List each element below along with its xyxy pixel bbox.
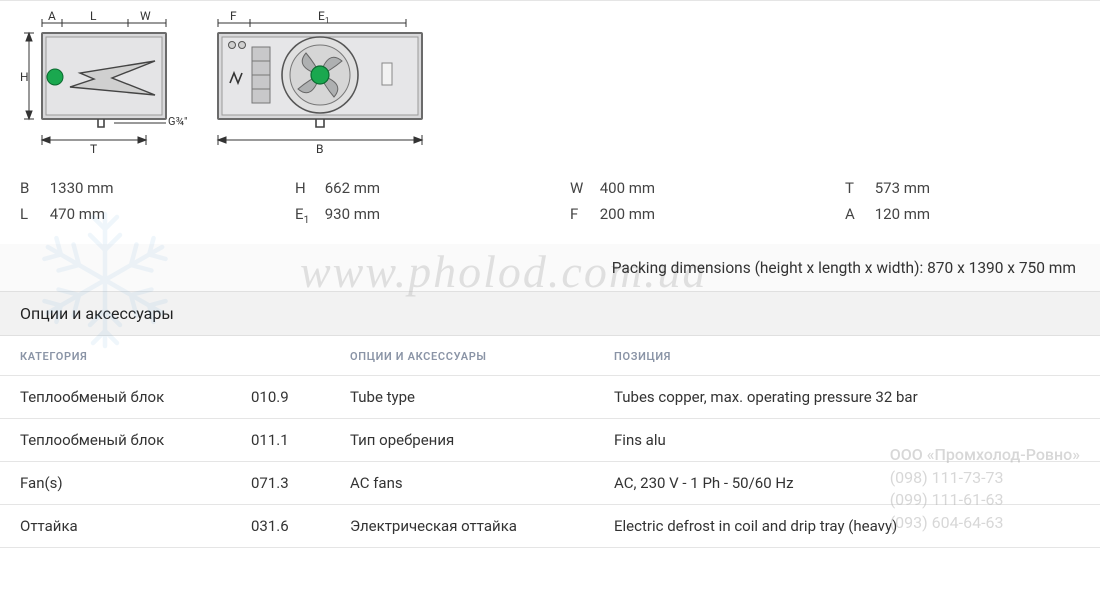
dimension-item: H 662 mm (295, 179, 530, 197)
cell-code: 010.9 (231, 376, 330, 419)
dim-label-b: B (316, 142, 323, 156)
cell-code: 011.1 (231, 419, 330, 462)
dim-label-f: F (230, 11, 237, 23)
cell-option: Tube type (330, 376, 594, 419)
dimension-item: B 1330 mm (20, 179, 255, 197)
cell-option: Электрическая оттайка (330, 505, 594, 548)
dimension-value: 662 mm (321, 179, 380, 197)
dimension-value: 1330 mm (46, 179, 113, 197)
th-option: Опции и аксессуары (330, 336, 594, 376)
options-header: Опции и аксессуары (0, 291, 1100, 336)
diagram-section: A L W H G¾" (0, 0, 1100, 161)
dimension-label: L (20, 205, 46, 223)
options-tbody: Теплообменый блок010.9Tube typeTubes cop… (0, 376, 1100, 548)
table-row: Fan(s)071.3AC fansAC, 230 V - 1 Ph - 50/… (0, 462, 1100, 505)
table-row: Теплообменый блок010.9Tube typeTubes cop… (0, 376, 1100, 419)
table-row: Теплообменый блок011.1Тип оребренияFins … (0, 419, 1100, 462)
th-position: Позиция (594, 336, 1100, 376)
dim-label-l: L (90, 11, 97, 23)
dimensions-grid: B 1330 mm H 662 mm W 400 mm T 573 mm L 470 m… (0, 161, 1100, 244)
dimension-item: W 400 mm (570, 179, 805, 197)
dimension-label: H (295, 179, 321, 197)
cell-position: Tubes copper, max. operating pressure 32… (594, 376, 1100, 419)
cell-category: Оттайка (0, 505, 231, 548)
cell-category: Теплообменый блок (0, 376, 231, 419)
cell-position: Fins alu (594, 419, 1100, 462)
dimension-item: A 120 mm (845, 205, 1080, 226)
dimension-label: A (845, 205, 871, 223)
th-code (231, 336, 330, 376)
packing-row: www.pholod.com.ua Packing dimensions (he… (0, 244, 1100, 291)
dim-label-e1: E1 (318, 11, 329, 25)
cell-category: Fan(s) (0, 462, 231, 505)
cell-position: AC, 230 V - 1 Ph - 50/60 Hz (594, 462, 1100, 505)
dim-label-t: T (90, 142, 97, 156)
dimension-label: T (845, 179, 871, 197)
cell-option: Тип оребрения (330, 419, 594, 462)
table-row: Оттайка031.6Электрическая оттайкаElectri… (0, 505, 1100, 548)
cell-code: 071.3 (231, 462, 330, 505)
dimension-label: F (570, 205, 596, 223)
cell-option: AC fans (330, 462, 594, 505)
diagram-front-view: F E1 (200, 11, 440, 161)
dimension-item: T 573 mm (845, 179, 1080, 197)
cell-category: Теплообменый блок (0, 419, 231, 462)
dimension-item: L 470 mm (20, 205, 255, 226)
dimension-label: E1 (295, 205, 321, 226)
dimension-value: 470 mm (46, 205, 105, 223)
dimension-value: 930 mm (321, 205, 380, 223)
packing-text: Packing dimensions (height x length x wi… (612, 259, 1076, 277)
dimension-item: E1 930 mm (295, 205, 530, 226)
dim-label-h: H (20, 70, 29, 84)
cell-code: 031.6 (231, 505, 330, 548)
options-table: Категория Опции и аксессуары Позиция Теп… (0, 336, 1100, 548)
dimension-label: W (570, 179, 596, 197)
diagram-side-view: A L W H G¾" (20, 11, 190, 161)
diagrams-row: A L W H G¾" (20, 11, 1080, 161)
dimension-value: 200 mm (596, 205, 655, 223)
dim-label-g: G¾" (168, 115, 188, 128)
dimension-value: 573 mm (871, 179, 930, 197)
dimension-value: 400 mm (596, 179, 655, 197)
dimension-value: 120 mm (871, 205, 930, 223)
dim-label-w: W (140, 11, 151, 23)
dimension-item: F 200 mm (570, 205, 805, 226)
dim-label-a: A (48, 11, 56, 23)
th-category: Категория (0, 336, 231, 376)
dimension-label: B (20, 179, 46, 197)
cell-position: Electric defrost in coil and drip tray (… (594, 505, 1100, 548)
